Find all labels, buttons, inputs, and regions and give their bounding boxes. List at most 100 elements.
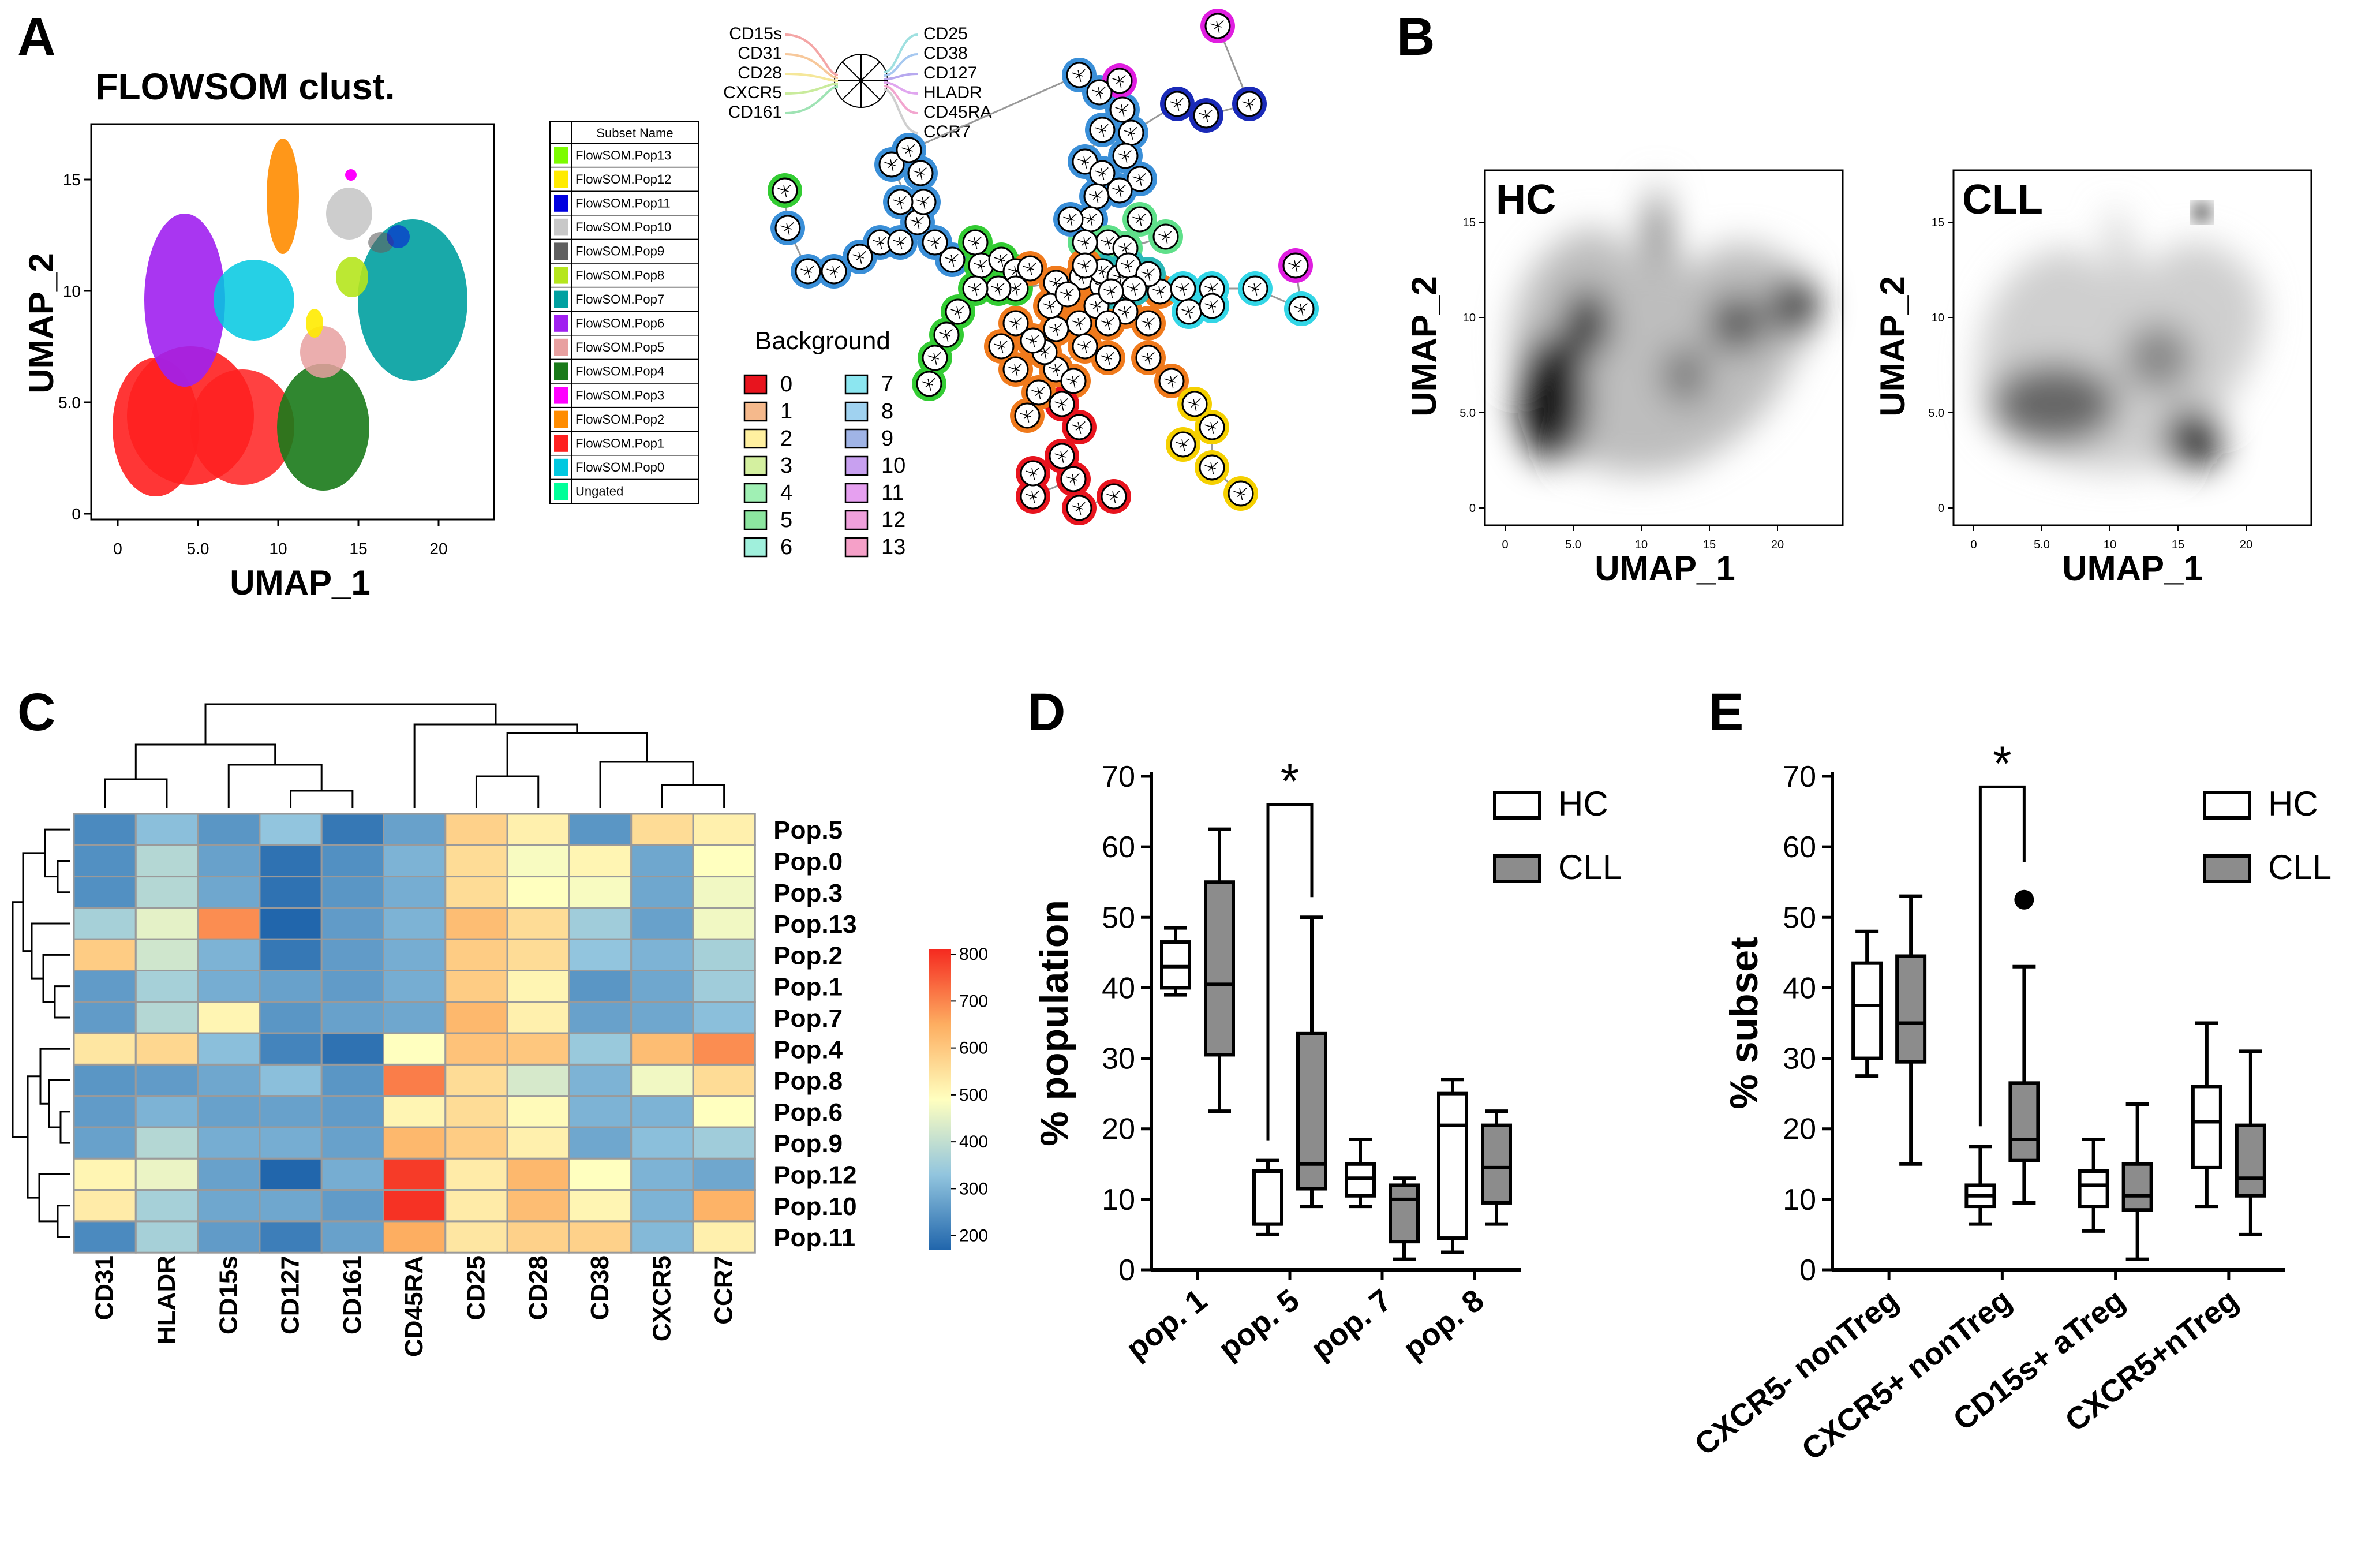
legend-swatch [554,410,568,428]
heatmap-cell [506,1126,570,1160]
mst-node-star [1102,271,1105,278]
heatmap-cell [630,1001,694,1034]
mst-node-star [1107,236,1114,243]
background-legend-label: 6 [780,535,792,559]
heatmap-row-label: Pop.11 [773,1224,855,1252]
mst-node-star [1098,87,1100,93]
mst-node-star [1240,493,1245,495]
star-connector [784,83,839,95]
mst-node-star [981,259,987,266]
mst-node-star [1028,263,1031,269]
mst-node-star [994,257,1002,260]
legend-swatch [554,290,568,308]
background-legend-swatch [743,510,768,530]
mst-node-star [1056,369,1060,371]
mst-node-star [891,164,894,171]
box-iqr [2008,1081,2040,1162]
star-connector [884,73,918,80]
mst-node-star [1106,237,1109,243]
mst-node-star [1121,248,1126,252]
heatmap-cell [444,1032,508,1066]
mst-node-star [1125,155,1129,158]
mst-node-star [1079,74,1082,82]
mst-node-star [1107,242,1110,249]
mst-node-star [923,201,926,209]
heatmap-column-label: CD25 [462,1255,490,1321]
mst-node-star [1139,178,1142,186]
mst-node-star [1049,301,1051,306]
heatmap-cell [73,938,137,971]
mst-node-star [1101,320,1109,324]
mst-node-star [1194,403,1197,411]
heatmap-row-label: Pop.7 [773,1004,843,1033]
mst-node-star [1046,305,1051,309]
heatmap-cell [692,876,756,909]
mst-node-star [1202,115,1207,119]
mst-node-star [1090,219,1093,226]
mst-node-star [931,357,935,361]
mst-node-star [1056,282,1060,285]
mst-node-star [1001,346,1004,353]
mst-node-star [916,173,921,177]
mst-node-star [1031,468,1034,474]
dendrogram-branch [290,790,354,808]
mst-node-star [1012,369,1016,373]
heatmap-column-label: CD28 [524,1255,552,1321]
mst-node-star [1148,352,1155,358]
mst-node-star [1054,278,1057,283]
heatmap-row-label: Pop.2 [773,941,843,970]
heatmap-cell [197,813,261,846]
mst-node-star [1179,444,1184,448]
mst-node-star [1058,455,1062,459]
heatmap-cell [692,813,756,846]
dendrogram-branch [475,775,540,808]
background-legend-label: 4 [780,481,792,505]
heatmap-cell [197,1126,261,1160]
mst-node-star [1128,259,1135,266]
hc-density [1512,181,1818,474]
mst-node-star [1095,191,1097,197]
mst-node-star [1052,369,1057,373]
mst-node-star [1102,265,1109,272]
mst-node-star [1248,286,1256,289]
heatmap-cell [73,1157,137,1191]
legend-label: FlowSOM.Pop9 [575,244,664,259]
mst-node-star [910,219,918,223]
heatmap-cell [630,876,694,909]
mst-node-star [1066,476,1074,480]
mst-node-star [1084,155,1091,162]
star-marker-label: CD31 [738,44,782,63]
mst-node-star [1112,491,1114,497]
mst-node-star [878,237,881,243]
x-category-label: pop. 7 [1304,1283,1398,1366]
heatmap-column-label: CCR7 [710,1255,738,1325]
heatmap-cell [506,1063,570,1097]
mst-node-star [1113,496,1118,498]
heatmap-cell [630,1157,694,1191]
mst-node-star [1070,219,1075,221]
mst-node-star [852,254,860,257]
mst-node-star [917,222,920,229]
mst-node-star [1148,357,1152,360]
background-legend-swatch [743,455,768,476]
mst-node-star [830,271,835,275]
mst-node-star [923,196,930,203]
mst-node-star [1139,213,1146,220]
heatmap-cell [568,1095,633,1128]
mst-node-star [1118,245,1126,249]
mst-node-star [1211,427,1214,434]
box-iqr [2235,1123,2266,1198]
heatmap-row-label: Pop.8 [773,1067,843,1096]
mst-node-star [891,158,898,165]
mst-node-star [783,185,785,191]
mst-node-star [1070,213,1077,220]
mst-node-star [1075,427,1080,431]
heatmap-cell [320,1063,385,1097]
heatmap [73,813,756,1254]
legend-label: FlowSOM.Pop1 [575,436,664,450]
mst-node-star [974,283,976,289]
panel-a-ytick-label: 0 [72,505,81,523]
heatmap-cell [444,876,508,909]
flowsom-mst [768,9,1319,525]
